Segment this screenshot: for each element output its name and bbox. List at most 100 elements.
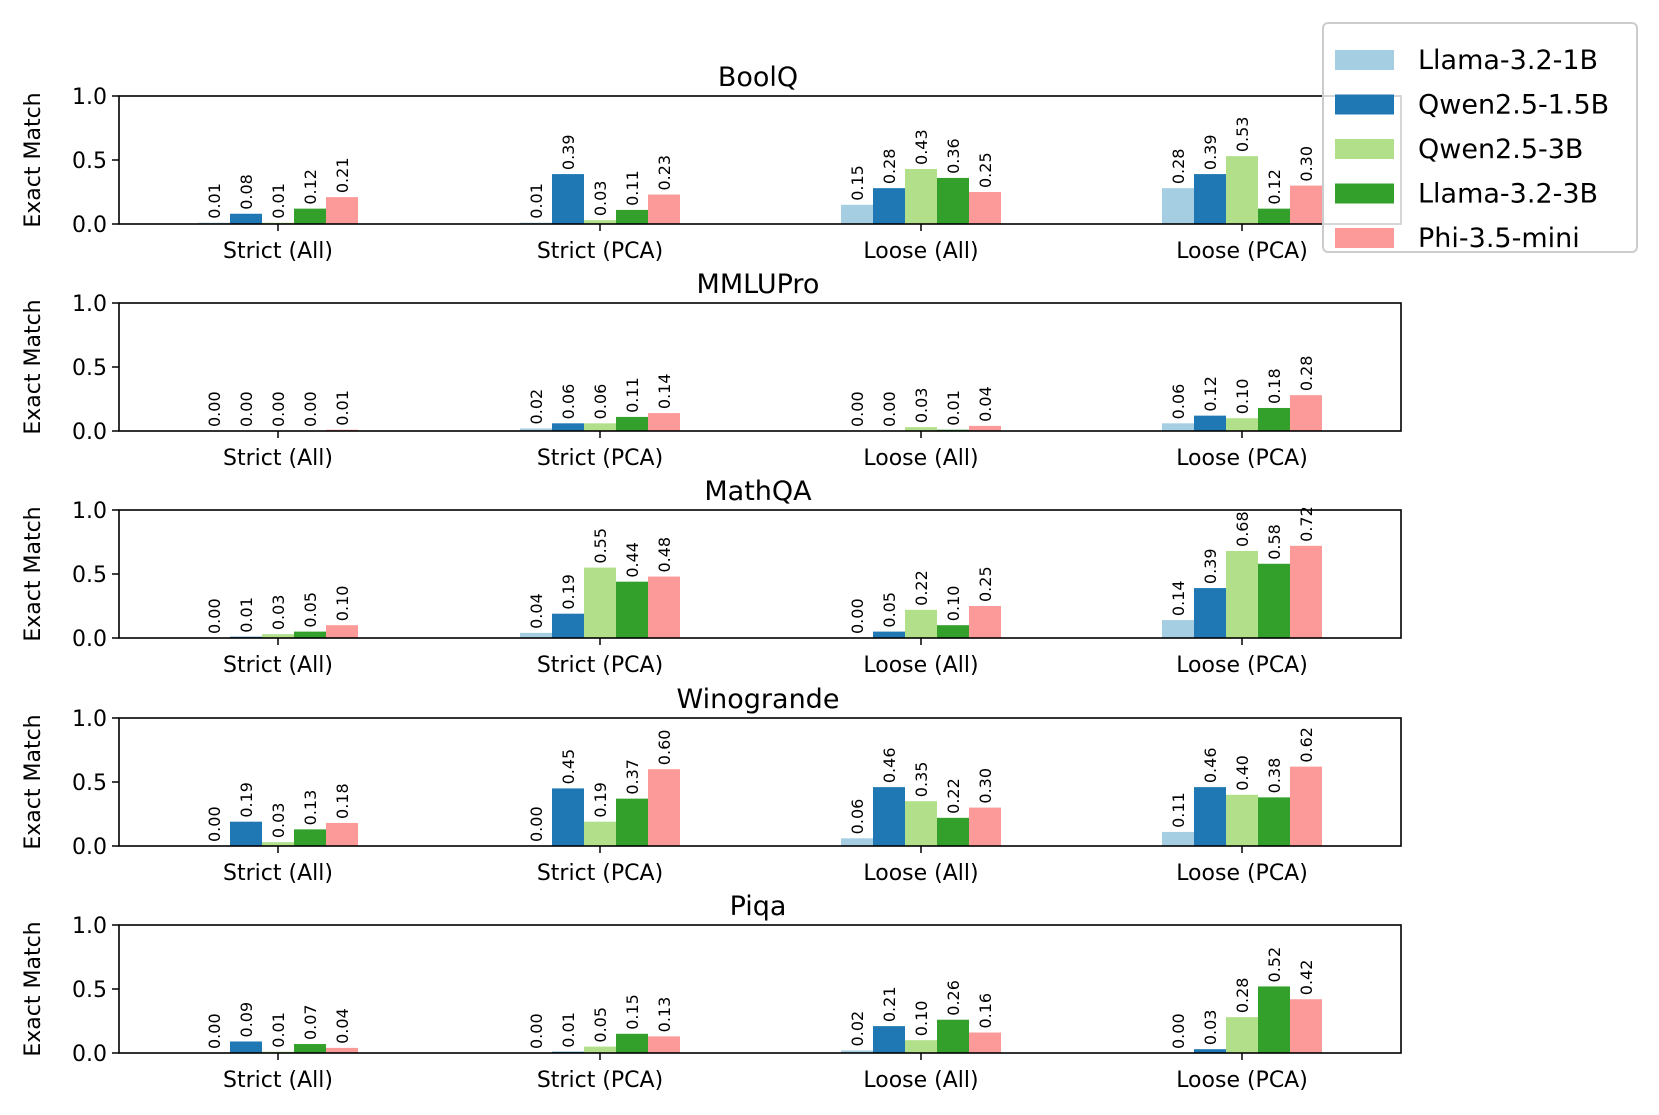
- bar-value-label: 0.28: [1297, 356, 1316, 392]
- bar-value-label: 0.13: [301, 790, 320, 826]
- legend-swatch: [1335, 183, 1394, 204]
- bar-value-label: 0.00: [205, 806, 224, 842]
- bar-qwen2-5-3b: [905, 1040, 937, 1053]
- bar-value-label: 0.25: [976, 152, 995, 188]
- legend-swatch: [1335, 139, 1394, 159]
- bar-phi-3-5-mini: [1290, 545, 1322, 638]
- y-tick-label: 0.5: [72, 978, 107, 1003]
- y-tick-label: 0.5: [72, 149, 107, 174]
- bar-value-label: 0.03: [269, 803, 288, 839]
- bar-llama-3-2-1b: [1162, 423, 1194, 431]
- bar-phi-3-5-mini: [1290, 395, 1322, 431]
- bar-value-label: 0.01: [237, 597, 256, 633]
- bar-value-label: 0.01: [269, 1012, 288, 1048]
- bar-qwen2-5-3b: [584, 821, 616, 846]
- bar-llama-3-2-3b: [937, 177, 969, 224]
- bar-value-label: 0.15: [848, 165, 867, 201]
- bar-value-label: 0.10: [944, 586, 963, 622]
- bar-value-label: 0.13: [655, 997, 674, 1033]
- axes-frame: [118, 924, 1402, 1054]
- bar-value-label: 0.43: [912, 129, 931, 165]
- bar-value-label: 0.38: [1265, 758, 1284, 794]
- bar-value-label: 0.39: [1201, 134, 1220, 170]
- bar-qwen2-5-3b: [905, 609, 937, 638]
- bar-qwen2-5-1-5b: [1194, 415, 1226, 431]
- bar-value-label: 0.04: [976, 386, 995, 422]
- y-tick-label: 0.0: [72, 213, 107, 238]
- bar-value-label: 0.28: [1233, 978, 1252, 1014]
- bar-value-label: 0.01: [205, 183, 224, 219]
- x-tick-label: Loose (All): [863, 446, 978, 471]
- bar-value-label: 0.11: [623, 170, 642, 206]
- bar-llama-3-2-1b: [841, 204, 873, 224]
- bar-phi-3-5-mini: [1290, 999, 1322, 1053]
- bar-value-label: 0.07: [301, 1004, 320, 1040]
- y-tick-label: 1.0: [72, 499, 107, 524]
- x-tick-label: Loose (PCA): [1176, 239, 1308, 264]
- bar-value-label: 0.08: [237, 174, 256, 210]
- bar-value-label: 0.10: [333, 586, 352, 622]
- bar-llama-3-2-3b: [294, 208, 326, 224]
- bar-value-label: 0.06: [1169, 384, 1188, 420]
- panel-title: Winogrande: [677, 684, 840, 715]
- bar-value-label: 0.03: [269, 595, 288, 631]
- bar-value-label: 0.00: [237, 391, 256, 427]
- bar-qwen2-5-1-5b: [230, 1041, 262, 1053]
- legend-swatch: [1335, 228, 1394, 248]
- bar-value-label: 0.55: [591, 528, 610, 564]
- bar-phi-3-5-mini: [969, 192, 1001, 224]
- bar-value-label: 0.00: [205, 598, 224, 634]
- bar-value-label: 0.01: [559, 1012, 578, 1048]
- bar-value-label: 0.12: [1265, 169, 1284, 205]
- bar-llama-3-2-1b: [1162, 831, 1194, 846]
- y-axis-label: Exact Match: [21, 714, 46, 849]
- bar-phi-3-5-mini: [648, 1036, 680, 1053]
- y-tick-label: 0.0: [72, 627, 107, 652]
- bar-value-label: 0.14: [655, 373, 674, 409]
- bar-value-label: 0.04: [333, 1008, 352, 1044]
- bar-qwen2-5-3b: [584, 220, 616, 224]
- bar-value-label: 0.22: [944, 778, 963, 814]
- bar-llama-3-2-1b: [520, 632, 552, 638]
- bar-value-label: 0.72: [1297, 506, 1316, 542]
- bar-llama-3-2-3b: [1258, 208, 1290, 224]
- legend-box: [1322, 22, 1638, 253]
- bar-phi-3-5-mini: [648, 769, 680, 846]
- bar-llama-3-2-3b: [616, 209, 648, 224]
- bar-value-label: 0.14: [1169, 580, 1188, 616]
- legend-label: Qwen2.5-1.5B: [1418, 90, 1609, 121]
- bar-llama-3-2-3b: [616, 416, 648, 431]
- bar-llama-3-2-3b: [937, 625, 969, 638]
- x-tick-label: Strict (All): [223, 653, 333, 678]
- x-tick-label: Loose (All): [863, 239, 978, 264]
- bar-llama-3-2-1b: [841, 838, 873, 846]
- bar-value-label: 0.19: [591, 782, 610, 818]
- y-axis-label: Exact Match: [21, 299, 46, 434]
- bar-value-label: 0.01: [333, 390, 352, 426]
- bar-value-label: 0.01: [269, 183, 288, 219]
- bar-llama-3-2-1b: [1162, 620, 1194, 638]
- bar-value-label: 0.26: [944, 980, 963, 1016]
- bar-value-label: 0.36: [944, 138, 963, 174]
- panel-title: Piqa: [730, 891, 787, 922]
- bar-qwen2-5-1-5b: [873, 188, 905, 224]
- bar-qwen2-5-1-5b: [873, 631, 905, 638]
- bar-value-label: 0.44: [623, 542, 642, 578]
- bar-llama-3-2-1b: [1162, 188, 1194, 224]
- bar-value-label: 0.19: [559, 574, 578, 610]
- bar-llama-3-2-3b: [616, 1033, 648, 1053]
- y-tick-label: 1.0: [72, 85, 107, 110]
- bar-phi-3-5-mini: [969, 807, 1001, 846]
- y-tick-label: 0.5: [72, 356, 107, 381]
- x-tick-label: Strict (PCA): [537, 446, 663, 471]
- bar-value-label: 0.62: [1297, 727, 1316, 763]
- bar-value-label: 0.01: [944, 390, 963, 426]
- bar-qwen2-5-1-5b: [552, 788, 584, 846]
- legend-swatch: [1335, 94, 1394, 115]
- bar-llama-3-2-3b: [294, 1044, 326, 1053]
- bar-value-label: 0.00: [301, 391, 320, 427]
- bar-value-label: 0.03: [1201, 1010, 1220, 1046]
- bar-llama-3-2-3b: [1258, 407, 1290, 431]
- bar-value-label: 0.10: [1233, 379, 1252, 415]
